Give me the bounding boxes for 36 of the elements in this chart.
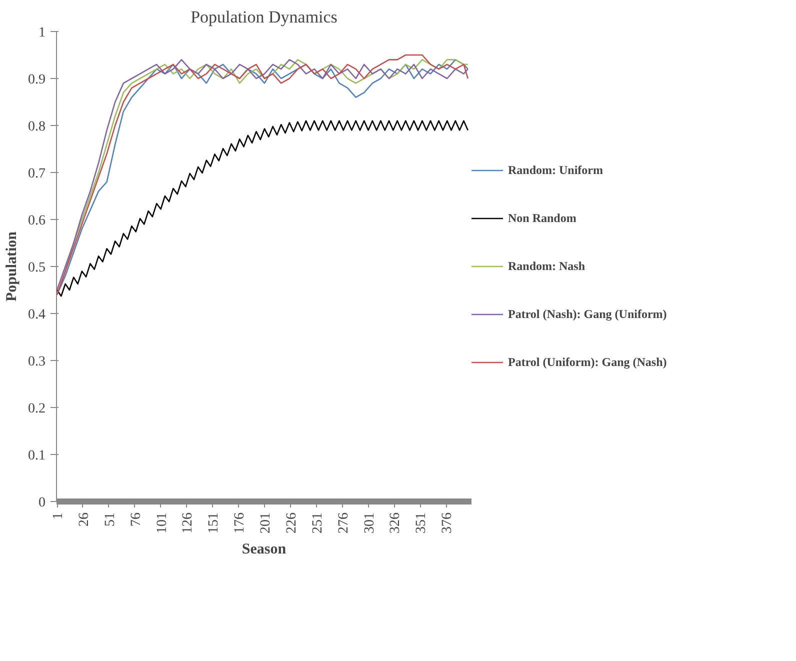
x-tick-label: 26	[76, 512, 92, 526]
y-tick-label: 0.4	[28, 308, 46, 322]
line-series	[56, 120, 469, 297]
chart-title: Population Dynamics	[190, 8, 338, 26]
x-axis-title: Season	[242, 542, 287, 558]
legend-label: Random: Nash	[508, 258, 586, 274]
y-tick-label: 0	[38, 496, 46, 510]
x-tick-label: 226	[284, 512, 300, 534]
legend-label: Non Random	[508, 210, 576, 226]
legend-label: Random: Uniform	[508, 162, 603, 178]
x-tick-label: 126	[180, 512, 196, 534]
legend-label: Patrol (Nash): Gang (Uniform)	[508, 306, 667, 322]
x-tick-label: 326	[388, 512, 404, 534]
x-tick-label: 201	[258, 512, 274, 534]
x-tick-label: 376	[440, 512, 456, 534]
y-tick-label: 0.9	[28, 72, 46, 88]
x-tick-label: 276	[336, 512, 352, 534]
y-tick-label: 0.8	[28, 120, 46, 134]
x-tick-label: 301	[362, 512, 378, 534]
x-tick-label: 151	[206, 512, 222, 534]
y-axis-title: Population	[4, 230, 20, 302]
y-tick-label: 1	[38, 26, 46, 40]
x-tick-label: 176	[232, 512, 248, 534]
x-tick-label: 101	[154, 512, 170, 534]
y-tick-label: 0.2	[28, 402, 46, 416]
x-tick-label: 351	[414, 512, 430, 534]
y-tick-label: 0.3	[28, 354, 46, 370]
y-tick-label: 0.6	[28, 214, 46, 228]
legend-label: Patrol (Uniform): Gang (Nash)	[508, 354, 667, 370]
y-tick-label: 0.5	[28, 260, 46, 276]
x-tick-label: 1	[51, 512, 66, 520]
y-tick-label: 0.1	[28, 448, 46, 464]
y-tick-label: 0.7	[28, 166, 46, 182]
x-tick-label: 51	[102, 512, 118, 526]
x-tick-label: 251	[310, 512, 326, 534]
x-tick-label: 76	[128, 512, 144, 526]
